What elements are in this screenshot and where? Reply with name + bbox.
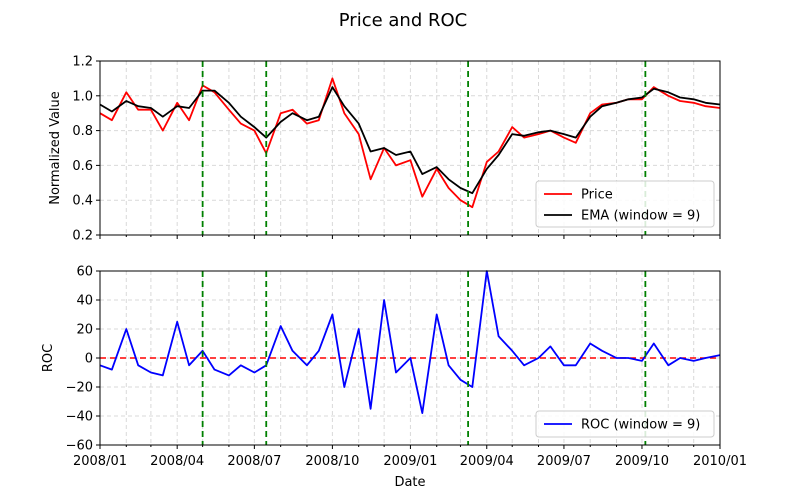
x-tick-label: 2010/01 <box>693 454 747 469</box>
y-axis-label: Normalized Value <box>48 91 63 205</box>
y-tick-label: 20 <box>76 323 93 338</box>
x-tick-label: 2009/04 <box>460 454 514 469</box>
legend-box <box>535 410 715 438</box>
x-tick-label: 2009/01 <box>383 454 437 469</box>
y-tick-label: 0.8 <box>72 124 93 139</box>
y-tick-label: 0 <box>85 352 93 367</box>
x-tick-label: 2008/07 <box>227 454 281 469</box>
y-tick-label: −20 <box>66 381 93 396</box>
y-axis-label: ROC <box>41 344 56 372</box>
bottom-panel: −60 −40 −20 0 20 40 60 2008/01 2008/04 2008/07 200… <box>41 265 747 491</box>
series-line-ema <box>99 86 721 195</box>
top-panel: 0.2 0.4 0.6 0.8 1.0 1.2 Normalized Value Price E… <box>48 55 721 244</box>
legend-box <box>535 180 715 228</box>
y-tick-label: 0.6 <box>72 159 93 174</box>
y-tick-label: 1.2 <box>72 55 93 70</box>
y-tick-label: 60 <box>76 265 93 280</box>
legend-label: EMA (window = 9) <box>581 209 700 224</box>
x-tick-label: 2009/10 <box>615 454 669 469</box>
y-tick-label: −40 <box>66 410 93 425</box>
x-tick-label: 2009/07 <box>537 454 591 469</box>
x-tick-label: 2008/01 <box>73 454 127 469</box>
chart-title: Price and ROC <box>339 10 467 31</box>
series-line-roc <box>99 270 721 415</box>
y-tick-label: 0.2 <box>72 229 93 244</box>
x-axis-label: Date <box>394 475 425 490</box>
legend-label: ROC (window = 9) <box>581 418 700 433</box>
y-tick-label: 1.0 <box>72 89 93 104</box>
x-tick-label: 2008/04 <box>150 454 204 469</box>
legend-label: Price <box>581 188 613 203</box>
y-tick-label: 0.4 <box>72 194 93 209</box>
y-tick-label: −60 <box>66 439 93 454</box>
x-tick-label: 2008/10 <box>305 454 359 469</box>
y-tick-label: 40 <box>76 294 93 309</box>
